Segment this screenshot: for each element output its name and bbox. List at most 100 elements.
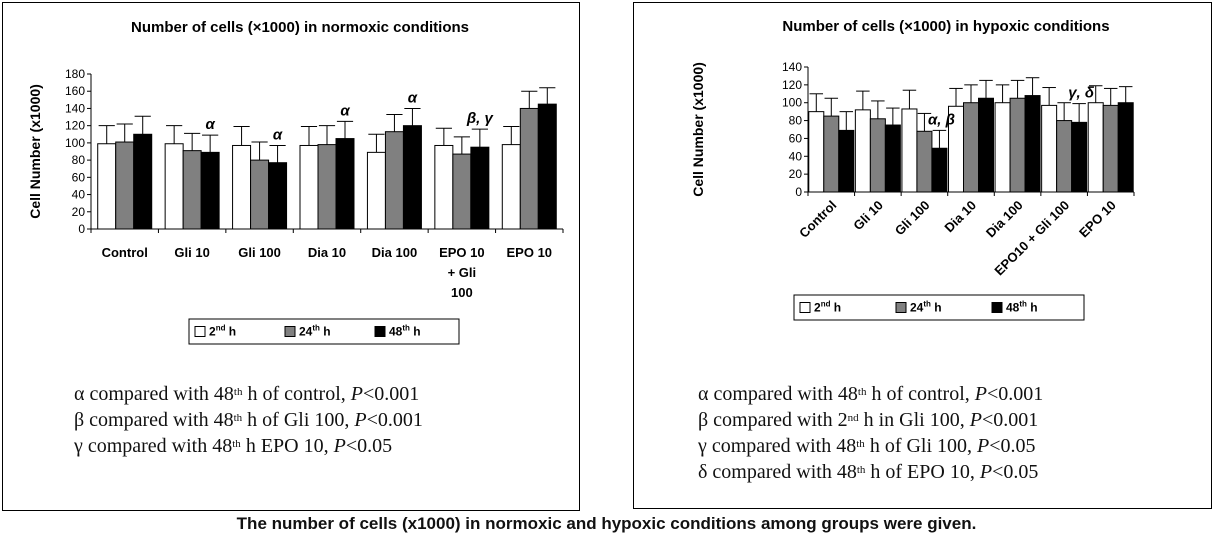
bar-2nd-h bbox=[808, 111, 825, 193]
legend-box bbox=[793, 294, 1085, 321]
y-tick-label: 180 bbox=[65, 67, 85, 81]
significance-note: α compared with 48th h of control, P<0.0… bbox=[74, 383, 420, 405]
bar-48th-h bbox=[268, 162, 288, 230]
significance-note: δ compared with 48th h of EPO 10, P<0.05 bbox=[698, 461, 1039, 483]
significance-annotation: α, β bbox=[928, 111, 955, 128]
significance-annotation: α bbox=[205, 116, 215, 133]
figure-caption: The number of cells (x1000) in normoxic … bbox=[236, 514, 977, 533]
bar-24th-h bbox=[317, 144, 337, 230]
bar-48th-h bbox=[884, 124, 901, 193]
bar-2nd-h bbox=[434, 144, 454, 230]
x-tick-label: Dia 100 bbox=[983, 198, 1026, 241]
bar-48th-h bbox=[1117, 102, 1134, 193]
bar-2nd-h bbox=[97, 143, 117, 230]
x-tick-label: Gli 100 bbox=[892, 198, 933, 239]
x-tick-label: EPO 10 bbox=[507, 245, 553, 260]
x-tick-label: EPO 10 bbox=[1076, 198, 1119, 241]
bar-2nd-h bbox=[901, 108, 918, 193]
legend-swatch-24th-h bbox=[895, 302, 907, 313]
legend-label: 48th h bbox=[1006, 300, 1038, 315]
bar-24th-h bbox=[916, 130, 933, 193]
bar-2nd-h bbox=[299, 144, 319, 230]
significance-annotation: γ, δ bbox=[1068, 85, 1095, 102]
normoxic-chart-panel: Number of cells (×1000) in normoxic cond… bbox=[2, 2, 580, 511]
bar-24th-h bbox=[1009, 97, 1026, 193]
legend-box bbox=[188, 318, 460, 345]
bar-48th-h bbox=[838, 129, 855, 193]
significance-note: β compared with 2nd h in Gli 100, P<0.00… bbox=[698, 409, 1039, 431]
legend-label: 24th h bbox=[299, 324, 331, 339]
bar-48th-h bbox=[335, 138, 355, 230]
hypoxic-significance-notes: α compared with 48th h of control, P<0.0… bbox=[698, 381, 1043, 485]
legend-label: 48th h bbox=[389, 324, 421, 339]
significance-annotation: α bbox=[273, 126, 283, 143]
x-tick-label: Gli 10 bbox=[850, 198, 886, 234]
y-tick-label: 40 bbox=[789, 149, 803, 163]
hypoxic-bar-chart: Number of cells (×1000) in hypoxic condi… bbox=[690, 18, 1135, 321]
x-tick-label: Control bbox=[102, 245, 148, 260]
y-tick-label: 40 bbox=[72, 188, 86, 202]
bar-48th-h bbox=[470, 146, 490, 230]
bar-24th-h bbox=[384, 131, 404, 230]
y-tick-label: 20 bbox=[72, 205, 86, 219]
bar-2nd-h bbox=[854, 109, 871, 193]
y-tick-label: 0 bbox=[795, 185, 802, 199]
hypoxic-chart-panel: Number of cells (×1000) in hypoxic condi… bbox=[633, 2, 1212, 509]
bar-24th-h bbox=[182, 150, 202, 230]
x-tick-label: Dia 100 bbox=[372, 245, 418, 260]
bar-2nd-h bbox=[501, 144, 521, 230]
bar-24th-h bbox=[115, 141, 135, 230]
y-tick-label: 80 bbox=[789, 114, 803, 128]
legend-label: 2nd h bbox=[209, 324, 236, 339]
x-tick-label: Gli 10 bbox=[174, 245, 209, 260]
bar-24th-h bbox=[963, 102, 979, 193]
significance-note: γ compared with 48th h of Gli 100, P<0.0… bbox=[698, 435, 1036, 457]
bar-48th-h bbox=[978, 97, 994, 193]
significance-annotation: α bbox=[340, 102, 350, 119]
bar-48th-h bbox=[133, 133, 153, 230]
y-tick-label: 100 bbox=[65, 136, 85, 150]
significance-annotation: α bbox=[408, 89, 418, 106]
significance-annotation: β, γ bbox=[466, 110, 495, 127]
y-tick-label: 120 bbox=[782, 78, 802, 92]
legend-label: 24th h bbox=[910, 300, 942, 315]
y-tick-label: 60 bbox=[72, 170, 86, 184]
bar-2nd-h bbox=[366, 151, 386, 230]
bar-48th-h bbox=[931, 147, 948, 193]
y-tick-label: 160 bbox=[65, 84, 85, 98]
x-tick-label: Control bbox=[796, 198, 839, 241]
y-tick-label: 140 bbox=[782, 60, 802, 74]
bar-48th-h bbox=[402, 125, 422, 230]
bar-48th-h bbox=[537, 103, 557, 230]
legend-swatch-24th-h bbox=[284, 326, 296, 337]
bar-24th-h bbox=[250, 159, 270, 230]
bar-48th-h bbox=[1071, 121, 1088, 193]
legend-swatch-48th-h bbox=[991, 302, 1003, 313]
legend-swatch-2nd-h bbox=[799, 302, 811, 313]
legend-swatch-48th-h bbox=[374, 326, 386, 337]
bar-24th-h bbox=[823, 115, 840, 193]
y-axis-label: Cell Number (x1000) bbox=[690, 62, 706, 197]
bar-2nd-h bbox=[164, 143, 184, 230]
y-axis-label: Cell Number (x1000) bbox=[27, 84, 43, 219]
chart-title: Number of cells (×1000) in hypoxic condi… bbox=[782, 18, 1109, 35]
bar-2nd-h bbox=[1087, 102, 1104, 193]
significance-note: α compared with 48th h of control, P<0.0… bbox=[698, 383, 1044, 405]
significance-note: γ compared with 48th h EPO 10, P<0.05 bbox=[74, 435, 393, 457]
bar-2nd-h bbox=[994, 102, 1011, 193]
bar-24th-h bbox=[452, 153, 472, 230]
y-tick-label: 120 bbox=[65, 119, 85, 133]
normoxic-significance-notes: α compared with 48th h of control, P<0.0… bbox=[74, 381, 423, 459]
y-tick-label: 100 bbox=[782, 96, 802, 110]
x-tick-label: Gli 100 bbox=[238, 245, 281, 260]
significance-note: β compared with 48th h of Gli 100, P<0.0… bbox=[74, 409, 423, 431]
bar-24th-h bbox=[519, 107, 539, 230]
bar-24th-h bbox=[1102, 104, 1119, 193]
bar-48th-h bbox=[1024, 95, 1041, 193]
bar-2nd-h bbox=[232, 144, 252, 230]
y-tick-label: 140 bbox=[65, 101, 85, 115]
x-tick-label: Dia 10 bbox=[941, 198, 979, 236]
legend-label: 2nd h bbox=[814, 300, 841, 315]
y-tick-label: 0 bbox=[78, 222, 85, 236]
chart-title: Number of cells (×1000) in normoxic cond… bbox=[131, 19, 469, 36]
